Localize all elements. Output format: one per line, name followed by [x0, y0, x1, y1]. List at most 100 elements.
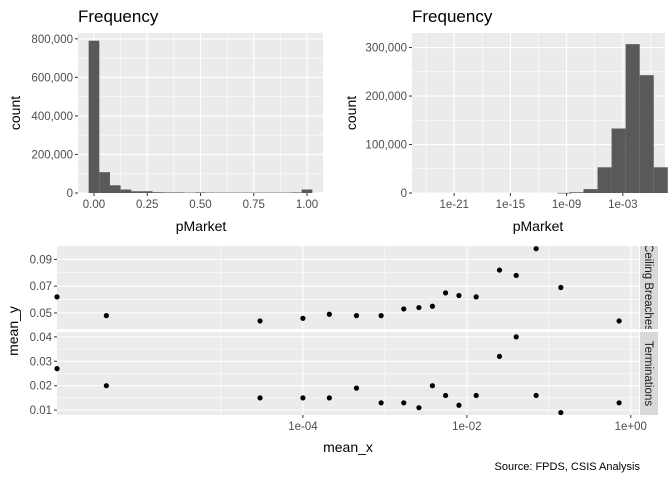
hist-linear-bars — [88, 40, 313, 193]
hist-linear-ylabel: count — [7, 96, 23, 130]
scatter-point — [616, 400, 622, 406]
histogram-bar — [625, 44, 640, 193]
scatter-point — [533, 246, 539, 252]
hist-log-xlabel: pMarket — [513, 218, 564, 234]
scatter-point — [416, 405, 422, 411]
x-tick-label: 1e-04 — [288, 421, 318, 433]
scatter-point — [401, 400, 407, 406]
y-tick-label: 100,000 — [365, 140, 407, 152]
x-tick-label: 0.25 — [136, 199, 158, 211]
scatter-ylabel: mean_y — [5, 306, 21, 356]
y-tick-label: 0.04 — [30, 332, 53, 344]
hist-log-grid — [412, 33, 665, 194]
histogram-bar — [173, 192, 185, 193]
scatter-point — [558, 284, 564, 291]
x-tick-label: 1.00 — [296, 199, 318, 211]
histogram-bar — [163, 192, 174, 193]
x-tick-label: 0.75 — [243, 199, 265, 211]
scatter-point — [473, 294, 479, 300]
scatter-x-ticks: 1e-04 1e-02 1e+00 — [288, 415, 647, 433]
x-tick-label: 0.00 — [83, 199, 105, 211]
hist-linear: Frequency 0200,000400,000600,000800,000 … — [7, 7, 323, 234]
scatter-point — [442, 392, 449, 399]
hist-linear-y-ticks: 0 200,000 400,000 600,000 800,000 — [31, 34, 78, 200]
scatter-points — [54, 246, 622, 416]
scatter-point — [456, 402, 462, 408]
facet-bottom-strip-clip: Terminations — [642, 341, 654, 406]
histogram-bar — [583, 189, 598, 193]
scatter-point — [513, 334, 519, 340]
scatter-point — [513, 272, 519, 279]
y-tick-label: 200,000 — [365, 91, 407, 103]
x-tick-label: 1e-02 — [452, 421, 481, 433]
y-tick-label: 300,000 — [365, 43, 407, 55]
histogram-bar — [195, 192, 206, 193]
histogram-bar — [611, 128, 626, 193]
x-tick-label: 1e-15 — [496, 199, 525, 211]
scatter-point — [257, 318, 263, 324]
histogram-bar — [597, 167, 612, 193]
hist-linear-xlabel: pMarket — [176, 218, 227, 234]
scatter-grid — [57, 246, 639, 415]
y-tick-label: 0.03 — [30, 356, 52, 368]
scatter-point — [473, 392, 479, 399]
scatter-point — [429, 383, 436, 389]
y-tick-label: 400,000 — [31, 111, 73, 123]
hist-linear-x-ticks: 0.00 0.25 0.50 0.75 1.00 — [83, 193, 318, 211]
histogram-bar — [88, 40, 100, 193]
scatter-xlabel: mean_x — [323, 439, 373, 455]
y-tick-label: 0.05 — [30, 308, 52, 320]
scatter-point — [326, 311, 332, 317]
histogram-bar — [109, 185, 121, 193]
hist-log-y-ticks: 0 100,000 200,000 300,000 — [365, 43, 412, 200]
scatter-point — [401, 306, 407, 312]
x-tick-label: 1e-21 — [439, 199, 468, 211]
scatter-point — [378, 313, 384, 319]
scatter-point — [416, 304, 422, 311]
facet-top-strip-clip: Ceiling Breaches — [642, 244, 654, 331]
y-tick-label: 0.02 — [30, 381, 52, 393]
y-tick-label: 0 — [401, 188, 407, 200]
y-tick-label: 800,000 — [31, 34, 73, 46]
histogram-bar — [141, 191, 153, 193]
scatter-point — [353, 385, 360, 391]
hist-linear-title: Frequency — [78, 7, 159, 26]
scatter-point — [558, 409, 564, 416]
facet-bottom-strip — [640, 332, 658, 415]
scatter-point — [257, 395, 263, 401]
scatter-point — [54, 294, 60, 300]
histogram-bar — [120, 189, 132, 193]
scatter-point — [616, 318, 622, 324]
scatter-point — [496, 353, 503, 360]
x-tick-label: 0.50 — [189, 199, 211, 211]
scatter-point — [496, 267, 503, 273]
scatter-point — [353, 313, 360, 319]
x-tick-label: 1e-03 — [608, 199, 637, 211]
scatter-point — [442, 290, 449, 296]
histogram-bar — [569, 192, 584, 193]
hist-log-title: Frequency — [412, 7, 493, 26]
y-tick-label: 0.01 — [30, 405, 52, 417]
facet-bottom-strip-label: Terminations — [642, 341, 654, 406]
hist-log-bars — [557, 44, 668, 194]
facet-top-strip — [640, 246, 658, 329]
scatter-facets: 0.050.070.090.010.020.030.04 1e-04 1e-02 1… — [5, 244, 658, 455]
y-tick-label: 0.07 — [30, 281, 52, 293]
facet-top-strip-label: Ceiling Breaches — [642, 244, 654, 331]
x-tick-label: 1e+00 — [615, 421, 647, 433]
scatter-point — [300, 395, 306, 401]
scatter-point — [429, 303, 436, 309]
hist-log-x-ticks: 1e-21 1e-15 1e-09 1e-03 — [439, 193, 638, 211]
x-tick-label: 1e-09 — [552, 199, 581, 211]
scatter-point — [300, 315, 306, 321]
scatter-point — [456, 292, 462, 299]
scatter-point — [103, 383, 109, 389]
histogram-bar — [639, 75, 654, 193]
histogram-bar — [99, 172, 110, 193]
y-tick-label: 0.09 — [30, 254, 52, 266]
scatter-point — [533, 392, 539, 399]
facet-top-panel — [57, 246, 639, 329]
source-caption: Source: FPDS, CSIS Analysis — [495, 461, 641, 473]
